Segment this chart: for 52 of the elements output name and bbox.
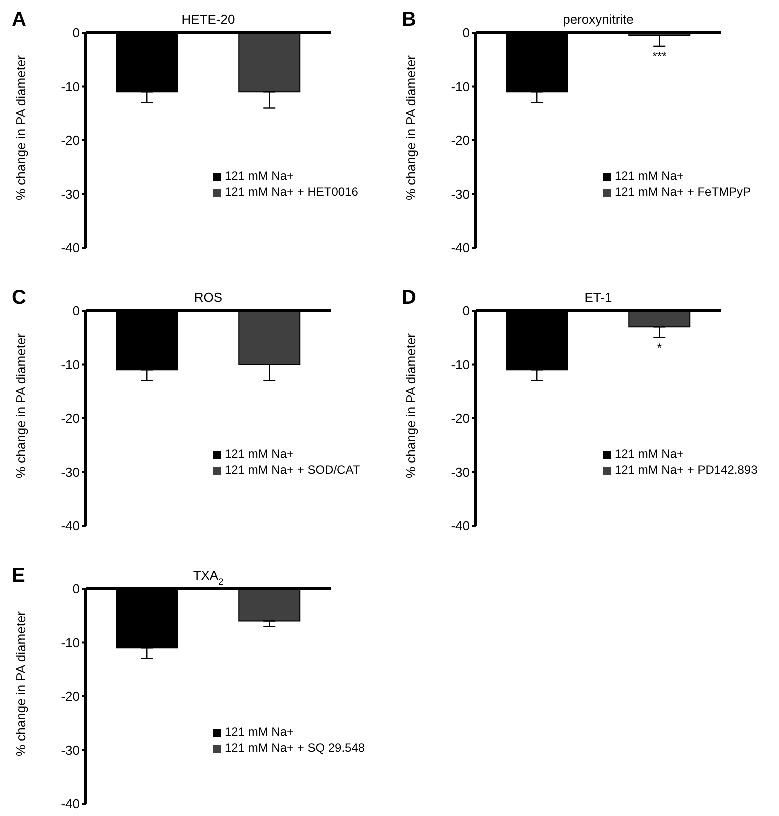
y-tick-label: -30 — [451, 464, 470, 480]
y-axis-title: % change in PA diameter — [14, 54, 29, 200]
y-tick-label: -20 — [61, 411, 80, 426]
annotation: *** — [652, 49, 668, 64]
text: C — [12, 287, 26, 309]
y-axis-title: % change in PA diameter — [404, 332, 419, 478]
y-axis-title: % change in PA diameter — [404, 54, 419, 200]
legend-label: 121 mM Na+ + PD142.893 — [615, 463, 758, 477]
legend-label: 121 mM Na+ + FeTMPyP — [615, 185, 752, 199]
legend-label: 121 mM Na+ — [225, 169, 294, 183]
y-tick-label: 0 — [72, 304, 80, 319]
chart-title: ROS — [194, 290, 223, 305]
y-tick-label: -10 — [451, 357, 470, 372]
text: B — [402, 9, 416, 31]
legend-label: 121 mM Na+ — [615, 447, 684, 461]
y-tick-label: 0 — [462, 26, 470, 41]
chart-title: peroxynitrite — [563, 12, 634, 27]
y-axis-title: % change in PA diameter — [14, 610, 29, 756]
legend-label: 121 mM Na+ + SQ 29.548 — [225, 741, 366, 755]
legend-label: 121 mM Na+ — [225, 447, 294, 461]
y-tick-label: -30 — [61, 464, 80, 480]
y-tick-label: 0 — [72, 582, 80, 597]
y-tick-label: -10 — [61, 357, 80, 372]
text: D — [402, 287, 416, 309]
y-tick-label: -10 — [451, 79, 470, 94]
y-tick-label: -30 — [61, 742, 80, 758]
text: E — [12, 565, 26, 587]
annotation: * — [657, 340, 662, 355]
legend-label: 121 mM Na+ + SOD/CAT — [225, 463, 360, 477]
y-tick-label: -20 — [61, 689, 80, 704]
y-tick-label: -40 — [61, 796, 80, 812]
y-tick-label: -30 — [451, 186, 470, 202]
chart-title: HETE-20 — [182, 12, 236, 27]
text: A — [12, 9, 26, 31]
y-tick-label: -10 — [61, 79, 80, 94]
y-tick-label: -10 — [61, 635, 80, 650]
y-tick-label: -40 — [451, 240, 470, 256]
y-tick-label: 0 — [462, 304, 470, 319]
y-tick-label: -40 — [451, 518, 470, 534]
y-tick-label: -40 — [61, 240, 80, 256]
y-tick-label: -40 — [61, 518, 80, 534]
y-tick-label: -20 — [61, 133, 80, 148]
y-axis-title: % change in PA diameter — [14, 332, 29, 478]
y-tick-label: -20 — [451, 133, 470, 148]
chart-title: ET-1 — [584, 290, 612, 305]
legend-label: 121 mM Na+ — [615, 169, 684, 183]
legend-label: 121 mM Na+ — [225, 725, 294, 739]
y-tick-label: -30 — [61, 186, 80, 202]
y-tick-label: 0 — [72, 26, 80, 41]
chart-title: TXA$_{2}$ — [193, 568, 224, 587]
legend-label: 121 mM Na+ + HET0016 — [225, 185, 358, 199]
y-tick-label: -20 — [451, 411, 470, 426]
